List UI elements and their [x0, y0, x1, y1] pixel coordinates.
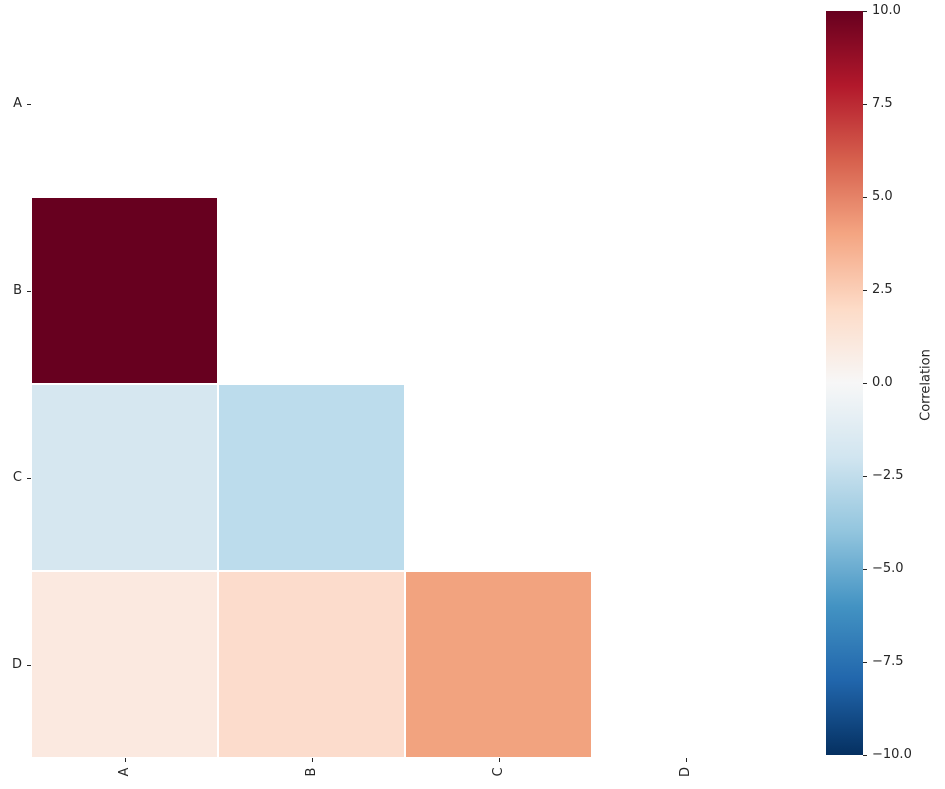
x-tick-label-D: D — [677, 766, 693, 778]
x-tick-mark — [498, 758, 500, 762]
x-tick-label-B: B — [303, 767, 319, 777]
colorbar-tick-mark — [863, 755, 867, 756]
colorbar-tick-label-−7.5: −7.5 — [872, 654, 904, 669]
x-tick-label-C: C — [490, 767, 506, 777]
colorbar-tick-label-0.0: 0.0 — [872, 375, 893, 390]
colorbar-tick-mark — [863, 11, 867, 12]
colorbar-tick-label-7.5: 7.5 — [872, 96, 893, 111]
x-tick-mark — [311, 758, 313, 762]
colorbar-tick-mark — [863, 383, 867, 384]
heatmap-cell-D-B — [218, 571, 405, 758]
y-tick-label-D: D — [11, 656, 22, 672]
y-tick-mark — [27, 103, 31, 105]
heatmap-cell-D-A — [31, 571, 218, 758]
y-tick-label-C: C — [12, 469, 22, 485]
colorbar-tick-mark — [863, 569, 867, 570]
colorbar-tick-label-2.5: 2.5 — [872, 282, 893, 297]
x-tick-label-A: A — [116, 767, 132, 777]
heatmap-cell-D-C — [405, 571, 592, 758]
y-tick-label-A: A — [13, 95, 22, 111]
y-tick-mark — [27, 477, 31, 479]
y-tick-mark — [27, 290, 31, 292]
colorbar-tick-label-−10.0: −10.0 — [872, 747, 912, 762]
colorbar-tick-mark — [863, 662, 867, 663]
colorbar-tick-label-10.0: 10.0 — [872, 3, 901, 18]
colorbar-tick-label-−5.0: −5.0 — [872, 561, 904, 576]
heatmap-cell-C-B — [218, 384, 405, 571]
heatmap-cell-B-A — [31, 197, 218, 384]
colorbar-tick-mark — [863, 104, 867, 105]
colorbar-gradient — [826, 11, 863, 755]
x-tick-mark — [124, 758, 126, 762]
colorbar-tick-mark — [863, 290, 867, 291]
y-tick-label-B: B — [13, 282, 22, 298]
colorbar-tick-mark — [863, 197, 867, 198]
y-tick-mark — [27, 664, 31, 666]
x-tick-mark — [685, 758, 687, 762]
colorbar-tick-label-−2.5: −2.5 — [872, 468, 904, 483]
colorbar-label: Correlation — [918, 349, 934, 421]
colorbar-tick-mark — [863, 476, 867, 477]
heatmap-cell-C-A — [31, 384, 218, 571]
colorbar-tick-label-5.0: 5.0 — [872, 189, 893, 204]
